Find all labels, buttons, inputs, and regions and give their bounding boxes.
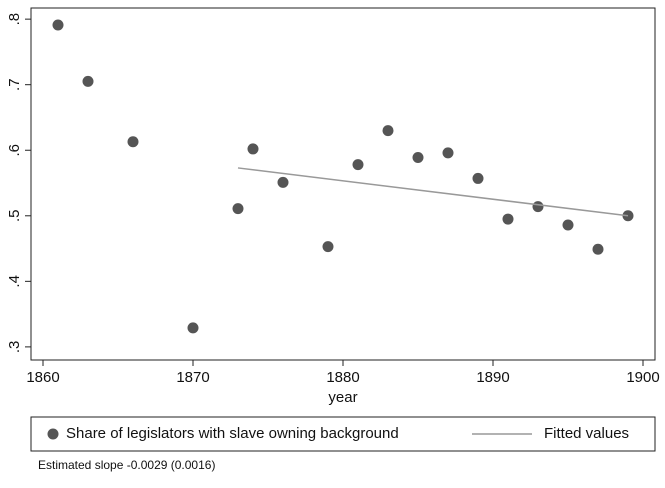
legend-frame (30, 416, 656, 452)
y-tick-label: .7 (6, 78, 23, 91)
point (52, 19, 64, 31)
x-axis-label: year (328, 389, 357, 406)
y-tick-label: .6 (6, 144, 23, 157)
plot-frame (30, 7, 656, 361)
point (187, 322, 199, 334)
y-tick-label: .5 (6, 210, 23, 223)
x-tick-label: 1900 (626, 369, 659, 386)
fitted-line (237, 167, 629, 217)
point (127, 136, 139, 148)
x-tick-label: 1890 (476, 369, 509, 386)
point (532, 201, 544, 213)
x-tick-label: 1870 (176, 369, 209, 386)
x-tick-label: 1880 (326, 369, 359, 386)
legend-label: Share of legislators with slave owning b… (66, 425, 399, 442)
point (382, 125, 394, 137)
legend-marker (47, 428, 59, 440)
point (472, 172, 484, 184)
note: Estimated slope -0.0029 (0.0016) (38, 458, 215, 472)
point (322, 241, 334, 253)
point (562, 219, 574, 231)
point (352, 159, 364, 171)
legend-label: Fitted values (544, 425, 629, 442)
y-tick-label: .8 (6, 13, 23, 26)
y-tick-label: .4 (6, 275, 23, 288)
point (247, 143, 259, 155)
point (442, 147, 454, 159)
point (232, 203, 244, 215)
point (277, 176, 289, 188)
point (82, 75, 94, 87)
point (502, 213, 514, 225)
y-tick-label: .3 (6, 341, 23, 354)
point (412, 151, 424, 163)
x-tick-label: 1860 (26, 369, 59, 386)
point (592, 243, 604, 255)
